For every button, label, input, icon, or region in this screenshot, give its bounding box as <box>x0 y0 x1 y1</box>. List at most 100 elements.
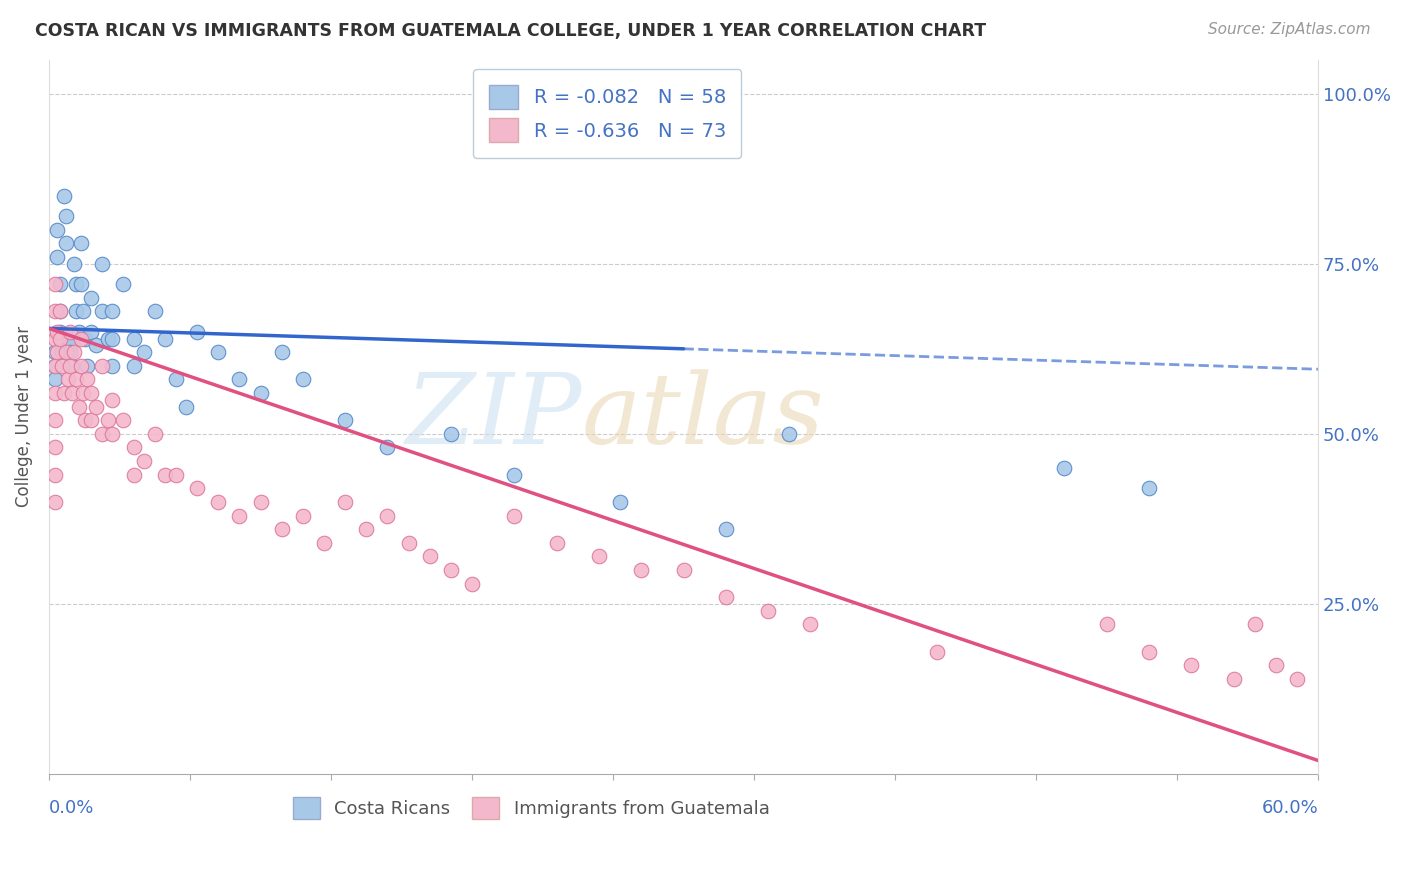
Point <box>778 426 800 441</box>
Point <box>44 332 66 346</box>
Point <box>176 400 198 414</box>
Point <box>333 413 356 427</box>
Point <box>48 332 70 346</box>
Point <box>356 522 378 536</box>
Point <box>48 277 70 292</box>
Text: atlas: atlas <box>582 369 825 465</box>
Point <box>228 508 250 523</box>
Point <box>270 522 292 536</box>
Point <box>1264 658 1286 673</box>
Point <box>69 236 91 251</box>
Point <box>80 413 103 427</box>
Point <box>73 332 96 346</box>
Point <box>228 372 250 386</box>
Text: ZIP: ZIP <box>406 369 582 465</box>
Point <box>186 325 208 339</box>
Point <box>165 372 187 386</box>
Point <box>97 332 120 346</box>
Point <box>63 257 86 271</box>
Point <box>44 413 66 427</box>
Point <box>927 645 949 659</box>
Point <box>51 345 73 359</box>
Point <box>55 345 77 359</box>
Point <box>52 188 75 202</box>
Point <box>84 338 107 352</box>
Point <box>59 359 82 373</box>
Point <box>377 441 399 455</box>
Point <box>503 467 526 482</box>
Point <box>59 345 82 359</box>
Point <box>65 304 87 318</box>
Text: COSTA RICAN VS IMMIGRANTS FROM GUATEMALA COLLEGE, UNDER 1 YEAR CORRELATION CHART: COSTA RICAN VS IMMIGRANTS FROM GUATEMALA… <box>35 22 986 40</box>
Point <box>1243 617 1265 632</box>
Point <box>503 508 526 523</box>
Point <box>714 522 737 536</box>
Text: 60.0%: 60.0% <box>1261 799 1319 817</box>
Point <box>44 386 66 401</box>
Point <box>69 359 91 373</box>
Point <box>90 359 112 373</box>
Point <box>101 332 124 346</box>
Legend: Costa Ricans, Immigrants from Guatemala: Costa Ricans, Immigrants from Guatemala <box>285 789 778 826</box>
Point <box>122 441 145 455</box>
Point <box>52 386 75 401</box>
Point <box>440 563 463 577</box>
Point <box>48 325 70 339</box>
Point <box>67 325 90 339</box>
Point <box>207 495 229 509</box>
Point <box>59 338 82 352</box>
Point <box>44 495 66 509</box>
Point <box>134 345 156 359</box>
Point <box>799 617 821 632</box>
Point <box>44 345 66 359</box>
Text: Source: ZipAtlas.com: Source: ZipAtlas.com <box>1208 22 1371 37</box>
Point <box>1180 658 1202 673</box>
Point <box>65 372 87 386</box>
Point <box>44 359 66 373</box>
Point <box>1137 645 1160 659</box>
Point <box>46 325 69 339</box>
Point <box>90 304 112 318</box>
Point <box>46 250 69 264</box>
Point <box>59 325 82 339</box>
Point <box>69 332 91 346</box>
Point <box>76 359 98 373</box>
Y-axis label: College, Under 1 year: College, Under 1 year <box>15 326 32 508</box>
Point <box>333 495 356 509</box>
Point <box>207 345 229 359</box>
Point <box>44 372 66 386</box>
Point <box>44 277 66 292</box>
Point <box>134 454 156 468</box>
Point <box>51 359 73 373</box>
Point <box>80 291 103 305</box>
Point <box>546 535 568 549</box>
Point <box>65 277 87 292</box>
Point <box>155 467 177 482</box>
Point <box>111 277 134 292</box>
Point <box>143 304 166 318</box>
Point <box>44 467 66 482</box>
Point <box>44 441 66 455</box>
Point <box>60 359 83 373</box>
Point <box>419 549 441 564</box>
Point <box>51 338 73 352</box>
Point <box>249 495 271 509</box>
Point <box>101 359 124 373</box>
Point <box>291 508 314 523</box>
Point <box>67 400 90 414</box>
Point <box>48 304 70 318</box>
Point <box>756 604 779 618</box>
Point <box>186 481 208 495</box>
Point <box>291 372 314 386</box>
Point <box>72 304 94 318</box>
Point <box>609 495 631 509</box>
Point <box>80 325 103 339</box>
Point <box>1222 672 1244 686</box>
Point <box>1053 461 1076 475</box>
Point <box>63 345 86 359</box>
Point <box>48 304 70 318</box>
Point <box>84 400 107 414</box>
Point <box>44 304 66 318</box>
Point <box>165 467 187 482</box>
Point <box>461 576 484 591</box>
